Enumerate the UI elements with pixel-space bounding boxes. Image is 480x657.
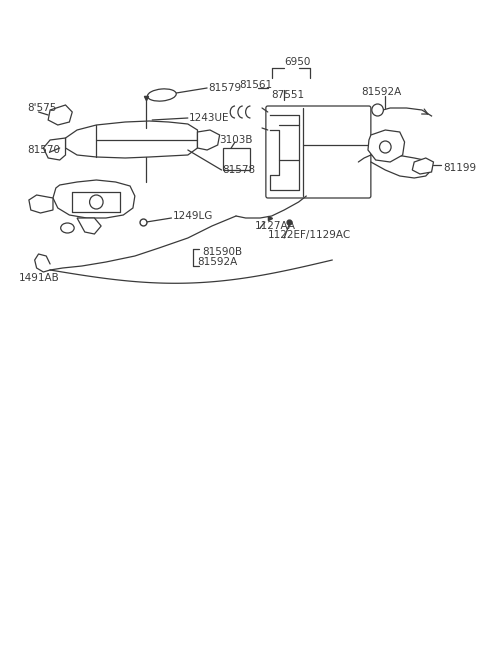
- Ellipse shape: [147, 89, 176, 101]
- Text: 87551: 87551: [272, 90, 305, 100]
- Text: 1127AA: 1127AA: [255, 221, 296, 231]
- Text: 81592A: 81592A: [197, 257, 238, 267]
- Ellipse shape: [60, 223, 74, 233]
- Text: 81570: 81570: [27, 145, 60, 155]
- Text: 81199: 81199: [443, 163, 476, 173]
- Text: 6950: 6950: [284, 57, 311, 67]
- Polygon shape: [197, 130, 220, 150]
- FancyBboxPatch shape: [266, 106, 371, 198]
- Polygon shape: [65, 121, 197, 158]
- Polygon shape: [412, 158, 433, 174]
- Text: 81578: 81578: [223, 165, 256, 175]
- Polygon shape: [53, 180, 135, 218]
- Circle shape: [380, 141, 391, 153]
- Polygon shape: [77, 218, 101, 234]
- Polygon shape: [48, 105, 72, 125]
- Text: 1122EF/1129AC: 1122EF/1129AC: [268, 230, 351, 240]
- Polygon shape: [368, 130, 405, 162]
- Text: 81561: 81561: [239, 80, 272, 90]
- Polygon shape: [29, 195, 53, 213]
- Text: 1249LG: 1249LG: [172, 211, 213, 221]
- Bar: [224, 148, 251, 170]
- Text: 1243UE: 1243UE: [189, 113, 229, 123]
- Circle shape: [90, 195, 103, 209]
- Circle shape: [372, 104, 384, 116]
- Text: 81590B: 81590B: [202, 247, 242, 257]
- Text: 81592A: 81592A: [361, 87, 401, 97]
- Polygon shape: [43, 138, 65, 160]
- Text: 81579: 81579: [208, 83, 241, 93]
- Text: 3103B: 3103B: [220, 135, 253, 145]
- Text: 8'575: 8'575: [27, 103, 56, 113]
- Text: 1491AB: 1491AB: [19, 273, 60, 283]
